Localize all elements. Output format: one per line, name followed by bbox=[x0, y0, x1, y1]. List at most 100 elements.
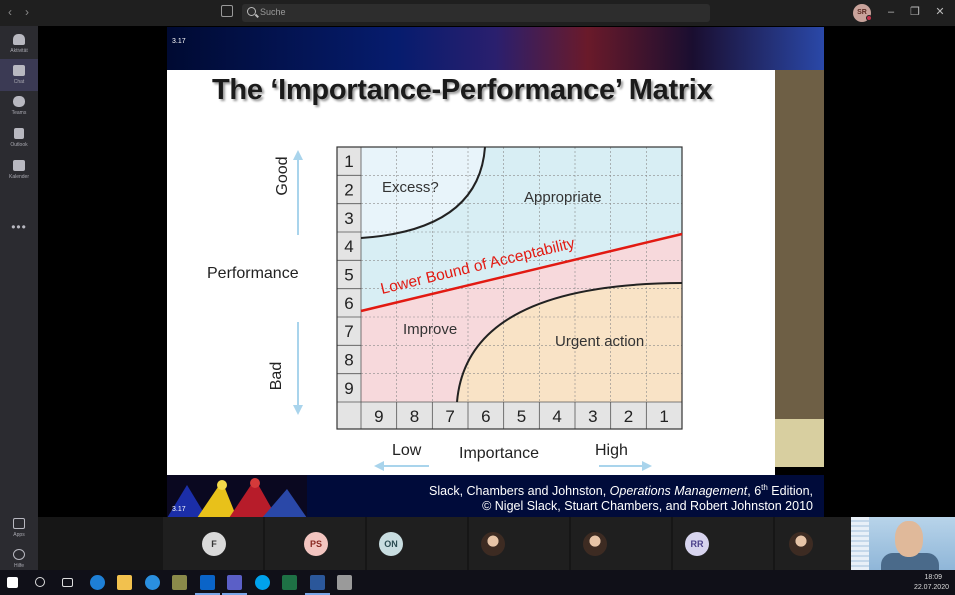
stylus-icon[interactable] bbox=[172, 575, 187, 590]
outlook-icon[interactable] bbox=[194, 575, 220, 595]
row-label: 2 bbox=[344, 181, 353, 200]
more-apps-icon[interactable]: ••• bbox=[11, 220, 27, 234]
slide-side-strip bbox=[775, 70, 824, 419]
col-label: 1 bbox=[659, 407, 668, 426]
maximize-button[interactable]: ❐ bbox=[910, 6, 920, 18]
col-label: 5 bbox=[517, 407, 526, 426]
urgent-boundary-curve bbox=[456, 282, 683, 403]
low-label: Low bbox=[392, 442, 422, 459]
rail-item-help[interactable]: Hilfe bbox=[0, 543, 38, 575]
snipping-tool-icon[interactable] bbox=[337, 575, 352, 590]
row-label: 3 bbox=[344, 209, 353, 228]
grid-separators bbox=[337, 147, 682, 429]
teams-icon[interactable] bbox=[222, 575, 247, 595]
zone-excess-fill bbox=[361, 147, 485, 238]
self-video-preview[interactable] bbox=[851, 517, 955, 570]
video-person-face bbox=[895, 521, 923, 557]
rail-item-apps[interactable]: Apps bbox=[0, 512, 38, 544]
good-label: Good bbox=[274, 156, 291, 195]
zone-urgent-fill bbox=[457, 283, 682, 402]
participant-avatar: PS bbox=[304, 532, 328, 556]
rail-item-label: Teams bbox=[11, 110, 27, 116]
rail-item-outlook[interactable]: Outlook bbox=[0, 122, 38, 154]
col-labels: 9 8 7 6 5 4 3 2 1 bbox=[374, 407, 669, 426]
credit-edition-suffix: Edition, bbox=[767, 484, 813, 499]
participant-tile[interactable]: ON bbox=[367, 517, 467, 570]
close-button[interactable]: ✕ bbox=[935, 6, 945, 18]
search-input[interactable]: Suche bbox=[242, 4, 710, 22]
participant-tile[interactable] bbox=[469, 517, 569, 570]
lower-bound-line bbox=[360, 232, 683, 313]
col-label: 9 bbox=[374, 407, 383, 426]
credit-edition-prefix: , 6 bbox=[747, 484, 762, 499]
participant-tile[interactable]: F bbox=[163, 517, 263, 570]
footer-decorative-art bbox=[167, 475, 307, 518]
slide-side-strip-lower bbox=[775, 419, 824, 467]
rail-item-label: Kalender bbox=[8, 174, 29, 180]
file-explorer-icon[interactable] bbox=[117, 575, 132, 590]
windows-taskbar: 18:09 22.07.2020 bbox=[0, 570, 955, 595]
slide-header-banner: 3.17 bbox=[167, 27, 824, 70]
participant-avatar: F bbox=[202, 532, 226, 556]
row-label: 5 bbox=[344, 266, 353, 285]
rail-item-calendar[interactable]: Kalender bbox=[0, 154, 38, 186]
row-label: 7 bbox=[344, 322, 353, 341]
participant-tile[interactable]: RR bbox=[673, 517, 773, 570]
shared-slide: 3.17 The ‘Importance-Performance’ Matrix bbox=[167, 27, 824, 518]
search-placeholder: Suche bbox=[260, 7, 286, 17]
row-label: 1 bbox=[344, 152, 353, 171]
participant-tile[interactable] bbox=[775, 517, 851, 570]
col-label: 3 bbox=[588, 407, 597, 426]
col-label: 4 bbox=[552, 407, 561, 426]
zone-improve-label: Improve bbox=[403, 321, 457, 338]
task-view-icon[interactable] bbox=[62, 578, 73, 587]
internet-explorer-icon[interactable] bbox=[144, 575, 160, 590]
rail-item-teams[interactable]: Teams bbox=[0, 90, 38, 122]
slide-number-footer: 3.17 bbox=[172, 506, 186, 513]
participant-avatar: ON bbox=[379, 532, 403, 556]
rail-item-chat[interactable]: Chat bbox=[0, 59, 38, 91]
participant-photo-avatar bbox=[583, 532, 607, 556]
slide-credit-line-2: © Nigel Slack, Stuart Chambers, and Robe… bbox=[482, 499, 813, 513]
windows-start-icon[interactable] bbox=[7, 577, 18, 588]
rail-item-label: Chat bbox=[13, 79, 25, 85]
apps-icon bbox=[13, 518, 25, 529]
search-icon[interactable] bbox=[34, 577, 45, 587]
user-status-badge bbox=[866, 15, 872, 21]
outlook-icon bbox=[14, 128, 24, 139]
zone-excess-label: Excess? bbox=[382, 179, 439, 196]
skype-icon[interactable] bbox=[254, 575, 270, 590]
slide-number: 3.17 bbox=[172, 38, 186, 45]
rail-item-activity[interactable]: Aktivität bbox=[0, 28, 38, 60]
slide-credit-line-1: Slack, Chambers and Johnston, Operations… bbox=[429, 483, 813, 498]
video-person-body bbox=[881, 553, 939, 570]
zone-appropriate-label: Appropriate bbox=[524, 189, 602, 206]
participant-avatar: RR bbox=[685, 532, 709, 556]
word-icon[interactable] bbox=[304, 575, 330, 595]
participant-tile[interactable]: PS bbox=[265, 517, 365, 570]
video-background-window bbox=[851, 517, 869, 570]
participant-photo-avatar bbox=[481, 532, 505, 556]
credit-edition-sup: th bbox=[761, 483, 768, 492]
grid-lines bbox=[361, 147, 682, 402]
minimize-button[interactable]: – bbox=[887, 6, 895, 18]
edge-icon[interactable] bbox=[89, 575, 105, 590]
rail-item-label: Outlook bbox=[10, 142, 28, 148]
taskbar-clock-time[interactable]: 18:09 bbox=[924, 574, 942, 581]
zone-urgent-label: Urgent action bbox=[555, 333, 644, 350]
high-label: High bbox=[595, 442, 628, 459]
bad-label: Bad bbox=[268, 362, 285, 390]
back-arrow-icon[interactable]: ‹ bbox=[8, 5, 12, 19]
compose-icon[interactable] bbox=[221, 5, 233, 17]
bell-icon bbox=[13, 34, 25, 45]
credit-authors: Slack, Chambers and Johnston, bbox=[429, 484, 610, 499]
row-label: 8 bbox=[344, 351, 353, 370]
col-label: 2 bbox=[624, 407, 633, 426]
slide-title: The ‘Importance-Performance’ Matrix bbox=[212, 74, 713, 106]
taskbar-clock-date[interactable]: 22.07.2020 bbox=[913, 584, 949, 591]
forward-arrow-icon[interactable]: › bbox=[25, 5, 29, 19]
excel-icon[interactable] bbox=[282, 575, 297, 590]
row-label-column bbox=[337, 147, 361, 402]
slide-footer-banner: 3.17 Slack, Chambers and Johnston, Opera… bbox=[167, 475, 824, 518]
participant-tile[interactable] bbox=[571, 517, 671, 570]
